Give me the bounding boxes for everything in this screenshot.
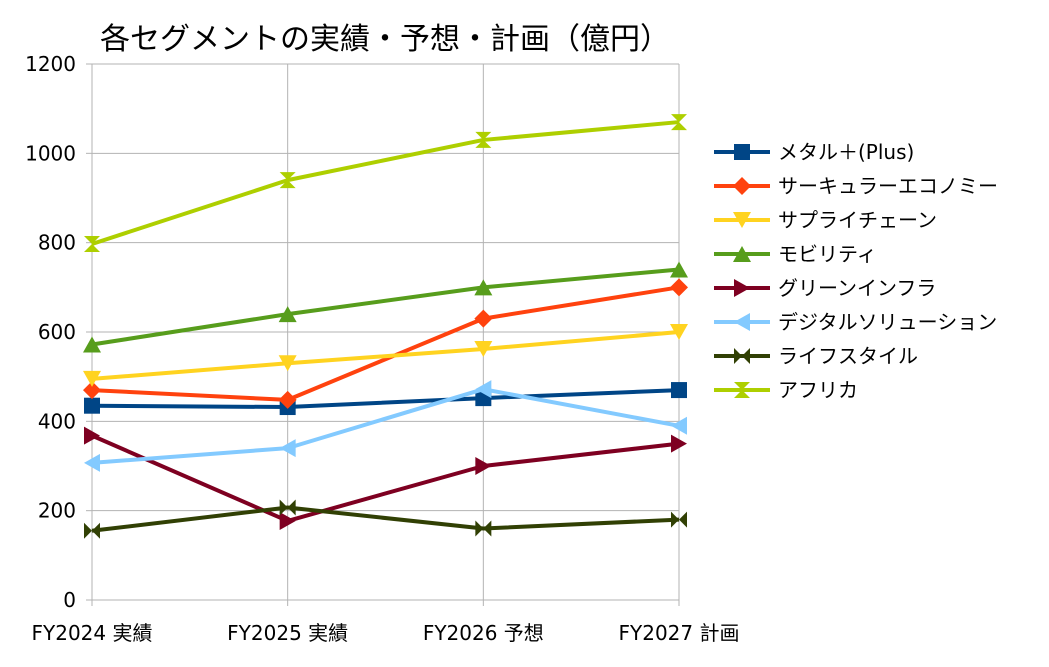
legend-label: グリーンインフラ <box>778 276 936 300</box>
data-point <box>84 426 100 445</box>
series-line <box>91 505 680 533</box>
y-tick-label: 1200 <box>25 52 76 76</box>
data-point <box>475 131 492 140</box>
legend-label: メタル＋(Plus) <box>778 140 914 164</box>
data-point <box>671 434 687 453</box>
series-4 <box>83 261 688 353</box>
series-lines <box>83 114 688 539</box>
data-point <box>287 499 296 516</box>
data-point <box>670 278 688 297</box>
y-tick-label: 200 <box>38 499 76 523</box>
data-point <box>279 439 296 458</box>
legend-item: メタル＋(Plus) <box>714 140 914 164</box>
legend-item: サプライチェーン <box>714 208 937 232</box>
data-point <box>475 457 492 475</box>
legend-label: サーキュラーエコノミー <box>778 174 998 198</box>
y-tick-label: 400 <box>38 409 76 433</box>
data-point <box>84 397 100 414</box>
data-point <box>474 279 493 296</box>
data-point <box>475 520 484 537</box>
axes: 0 200 400 600 800 1000 1200 FY2024 実績 FY2025 実績 F… <box>25 52 739 645</box>
series-6 <box>84 380 687 472</box>
series-3 <box>83 324 688 387</box>
data-point <box>475 139 492 148</box>
data-point <box>474 309 493 328</box>
series-line <box>91 267 680 347</box>
legend-label: モビリティ <box>778 242 877 266</box>
legend-marker <box>734 348 742 364</box>
data-point <box>671 114 687 123</box>
legend-item: アフリカ <box>714 378 858 402</box>
series-7 <box>84 499 687 539</box>
data-point <box>671 416 687 435</box>
data-point <box>83 336 101 353</box>
legend-marker <box>734 390 750 398</box>
data-point <box>83 370 101 387</box>
series-line <box>91 120 680 246</box>
x-tick-label: FY2025 実績 <box>227 621 348 645</box>
x-tick-label: FY2027 計画 <box>619 621 740 645</box>
legend-marker <box>734 144 750 160</box>
legend-marker <box>733 177 751 195</box>
data-point <box>278 355 297 372</box>
x-tick-label: FY2026 予想 <box>423 621 544 645</box>
data-point <box>279 180 296 189</box>
x-tick-label: FY2024 実績 <box>32 621 153 645</box>
legend-item: ライフスタイル <box>714 344 918 368</box>
legend-label: ライフスタイル <box>778 344 918 368</box>
legend-marker <box>733 212 751 228</box>
y-tick-label: 1000 <box>25 141 76 165</box>
data-point <box>279 172 296 181</box>
legend-marker <box>734 279 750 297</box>
data-point <box>84 522 92 539</box>
series-2 <box>83 278 688 409</box>
legend-marker <box>742 348 750 364</box>
data-point <box>84 453 100 472</box>
legend-marker <box>734 313 750 331</box>
series-line <box>91 388 680 410</box>
series-8 <box>84 114 687 253</box>
legend-label: サプライチェーン <box>778 208 937 232</box>
y-tick-label: 0 <box>63 588 76 612</box>
data-point <box>671 511 679 528</box>
y-tick-label: 600 <box>38 320 76 344</box>
legend-marker <box>733 246 751 262</box>
series-line <box>91 387 680 465</box>
legend-item: グリーンインフラ <box>714 276 936 300</box>
data-point <box>83 381 101 400</box>
data-point <box>671 382 687 399</box>
data-point <box>279 511 296 530</box>
series-line <box>91 433 680 523</box>
data-point <box>92 522 100 539</box>
series-line <box>91 285 680 402</box>
data-point <box>475 380 492 399</box>
legend: メタル＋(Plus) サーキュラーエコノミーサプライチェーンモビリティグリーンイン… <box>714 140 998 402</box>
data-point <box>84 244 100 253</box>
legend-label: アフリカ <box>778 378 858 402</box>
series-line <box>91 330 680 381</box>
y-tick-label: 800 <box>38 231 76 255</box>
data-point <box>679 511 687 528</box>
legend-marker <box>734 382 750 390</box>
legend-item: モビリティ <box>714 242 877 266</box>
data-point <box>670 261 688 278</box>
data-point <box>279 499 288 516</box>
legend-item: サーキュラーエコノミー <box>714 174 998 198</box>
data-point <box>84 236 100 245</box>
data-point <box>671 122 687 131</box>
data-point <box>278 306 297 323</box>
data-point <box>483 520 492 537</box>
series-5 <box>84 426 687 530</box>
data-point <box>474 340 493 357</box>
data-point <box>670 324 688 340</box>
chart-title: 各セグメントの実績・予想・計画（億円） <box>100 22 670 57</box>
data-point <box>278 390 297 409</box>
legend-item: デジタルソリューション <box>714 310 997 334</box>
legend-label: デジタルソリューション <box>778 310 997 334</box>
